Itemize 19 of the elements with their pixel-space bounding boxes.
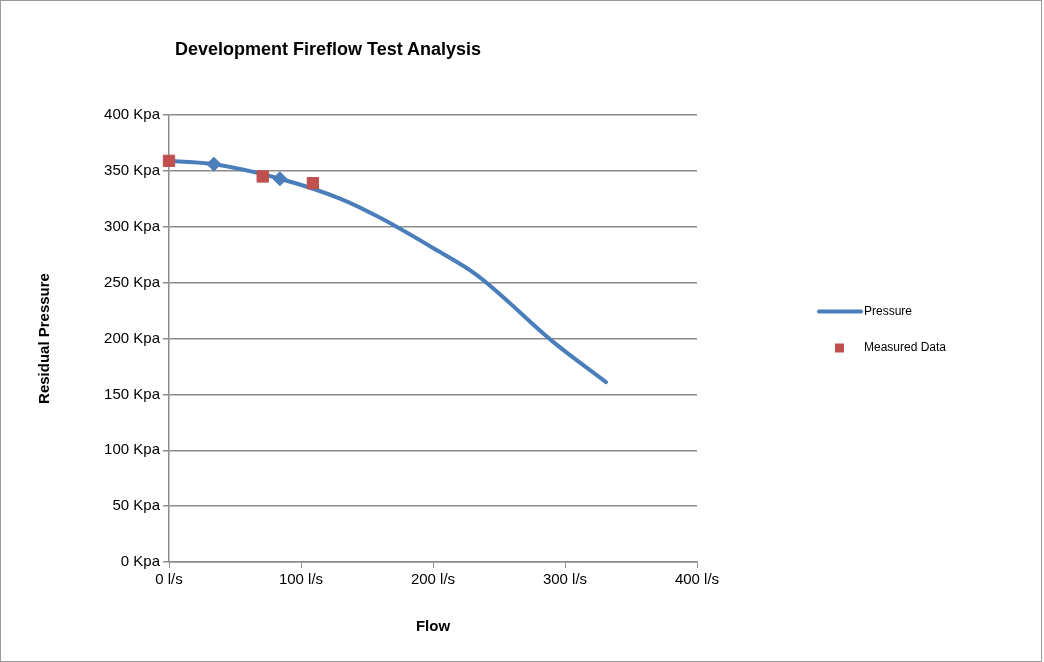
legend-label: Pressure	[864, 303, 913, 318]
y-tick-label: 0 Kpa	[120, 552, 161, 570]
chart-title: Development Fireflow Test Analysis	[175, 38, 482, 59]
y-tick-label: 200 Kpa	[104, 328, 161, 346]
y-tick-label: 100 Kpa	[104, 440, 161, 458]
legend-label: Measured Data	[864, 339, 947, 354]
y-tick-label: 350 Kpa	[104, 161, 161, 179]
y-tick-label: 300 Kpa	[104, 216, 161, 234]
x-tick-label: 0 l/s	[155, 570, 183, 588]
y-tick-label: 400 Kpa	[104, 105, 161, 123]
x-tick-label: 300 l/s	[542, 570, 588, 588]
y-axis-title: Residual Pressure	[35, 273, 53, 404]
x-axis-title: Flow	[415, 617, 451, 635]
y-tick-label: 150 Kpa	[104, 384, 161, 402]
y-tick-label: 250 Kpa	[104, 272, 161, 290]
y-tick-label: 50 Kpa	[112, 496, 161, 514]
x-tick-label: 100 l/s	[278, 570, 324, 588]
x-tick-label: 400 l/s	[674, 570, 720, 588]
x-tick-label: 200 l/s	[410, 570, 456, 588]
